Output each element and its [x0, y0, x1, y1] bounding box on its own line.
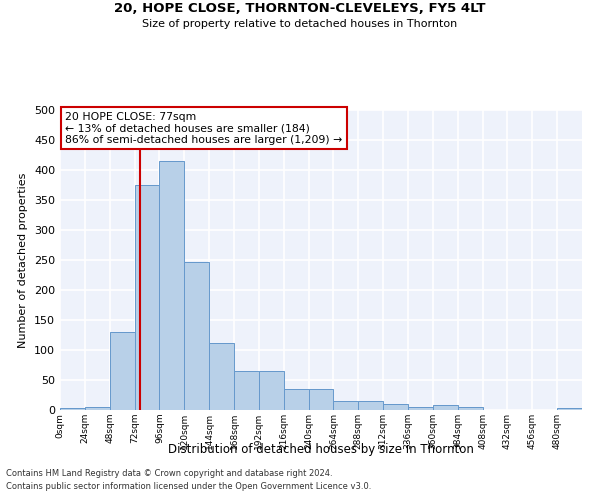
Bar — [458, 407, 482, 410]
Bar — [234, 371, 259, 410]
Bar — [259, 371, 284, 410]
Bar — [557, 408, 582, 410]
Bar — [433, 405, 458, 410]
Bar — [85, 407, 110, 410]
Bar — [458, 407, 482, 410]
Bar — [358, 401, 383, 410]
Text: Distribution of detached houses by size in Thornton: Distribution of detached houses by size … — [168, 442, 474, 456]
Bar — [408, 407, 433, 410]
Bar — [110, 332, 134, 410]
Y-axis label: Number of detached properties: Number of detached properties — [19, 172, 28, 348]
Bar — [358, 401, 383, 410]
Text: 20 HOPE CLOSE: 77sqm
← 13% of detached houses are smaller (184)
86% of semi-deta: 20 HOPE CLOSE: 77sqm ← 13% of detached h… — [65, 112, 343, 144]
Bar — [383, 404, 408, 410]
Bar — [334, 401, 358, 410]
Bar — [408, 407, 433, 410]
Bar — [308, 389, 334, 410]
Bar — [284, 389, 308, 410]
Bar — [110, 332, 134, 410]
Bar — [259, 371, 284, 410]
Text: Size of property relative to detached houses in Thornton: Size of property relative to detached ho… — [142, 19, 458, 29]
Bar — [334, 401, 358, 410]
Text: Contains HM Land Registry data © Crown copyright and database right 2024.: Contains HM Land Registry data © Crown c… — [6, 468, 332, 477]
Bar — [557, 408, 582, 410]
Bar — [284, 389, 308, 410]
Bar — [134, 185, 160, 410]
Bar — [184, 262, 209, 410]
Bar — [383, 404, 408, 410]
Bar — [308, 389, 334, 410]
Bar — [433, 405, 458, 410]
Bar — [184, 262, 209, 410]
Text: 20, HOPE CLOSE, THORNTON-CLEVELEYS, FY5 4LT: 20, HOPE CLOSE, THORNTON-CLEVELEYS, FY5 … — [114, 2, 486, 16]
Bar — [134, 185, 160, 410]
Bar — [60, 408, 85, 410]
Bar — [160, 161, 184, 410]
Bar — [60, 408, 85, 410]
Bar — [85, 407, 110, 410]
Bar — [160, 161, 184, 410]
Bar — [209, 343, 234, 410]
Bar — [209, 343, 234, 410]
Text: Contains public sector information licensed under the Open Government Licence v3: Contains public sector information licen… — [6, 482, 371, 491]
Bar — [234, 371, 259, 410]
